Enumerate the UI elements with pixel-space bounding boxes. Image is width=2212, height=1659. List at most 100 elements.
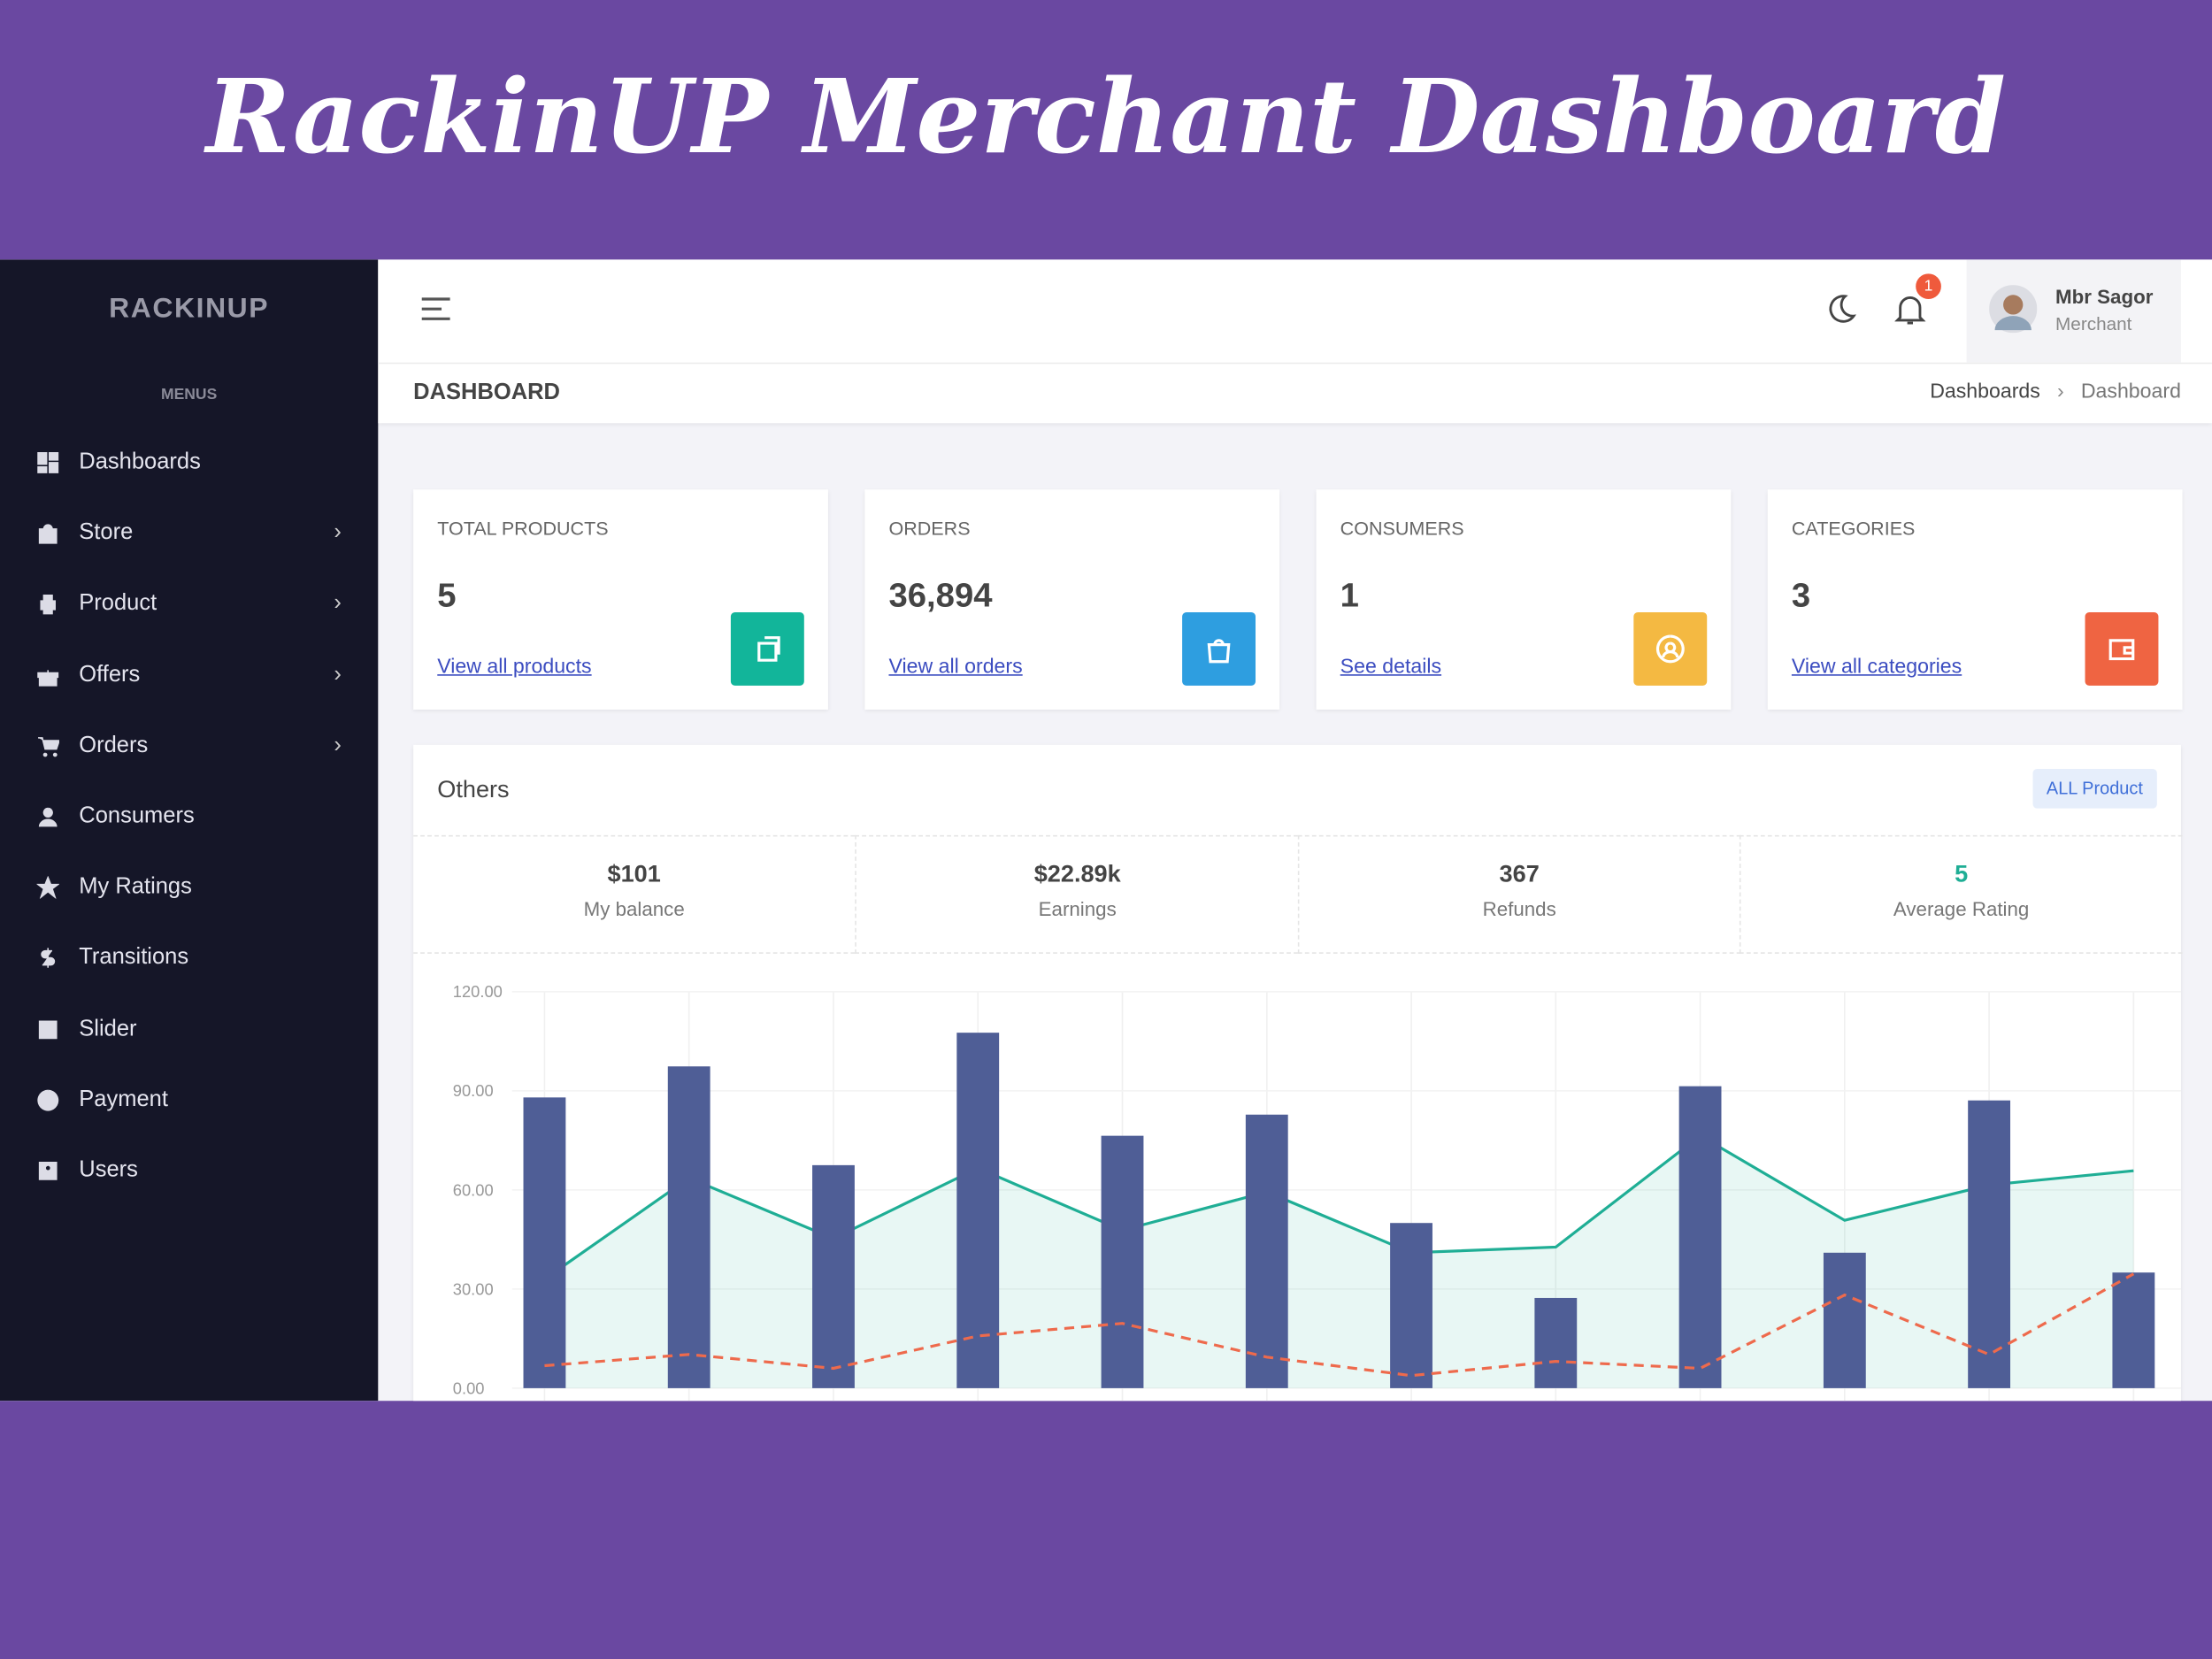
menu-item[interactable]: Payment xyxy=(36,1079,361,1121)
submenu-arrow: › xyxy=(334,520,342,545)
glyph-shape xyxy=(757,636,780,662)
menu-label: Dashboards xyxy=(79,449,201,474)
menu-label: Orders xyxy=(79,733,149,757)
bar xyxy=(1823,1252,1866,1388)
menu-icon xyxy=(36,876,59,899)
breadcrumb-separator: › xyxy=(2056,380,2064,403)
menu-icon xyxy=(37,452,59,473)
bar xyxy=(956,1033,1000,1388)
breadcrumb-item: Dashboard xyxy=(2080,380,2181,403)
stat-card: TOTAL PRODUCTS 5 View all products xyxy=(413,489,828,710)
card-icon[interactable] xyxy=(1182,611,1256,686)
submenu-arrow: › xyxy=(334,733,342,757)
stat: $101 My balance xyxy=(413,834,856,954)
area-fill xyxy=(544,1135,2134,1388)
menu-label: Transitions xyxy=(79,945,189,970)
card-glyph xyxy=(1655,634,1685,664)
app-window: RACKINUP MENUS Dashboards Store › Product › O… xyxy=(0,259,2212,1402)
icon-shape xyxy=(36,876,59,899)
card-link[interactable]: View all categories xyxy=(1791,656,1962,679)
card-glyph xyxy=(2108,639,2135,661)
panel-title: Others xyxy=(437,775,510,803)
stat-card: CONSUMERS 1 See details xyxy=(1316,489,1732,710)
stat-value: $22.89k xyxy=(1033,860,1121,887)
topbar: 1 Mbr Sagor Merchant xyxy=(378,259,2212,365)
card-label: ORDERS xyxy=(888,518,971,540)
hamburger-icon[interactable] xyxy=(420,296,451,322)
user-role: Merchant xyxy=(2055,312,2132,334)
card-icon[interactable] xyxy=(1633,611,1708,686)
card-value: 5 xyxy=(437,577,457,616)
stat-label: My balance xyxy=(583,897,685,920)
glyph-shape xyxy=(1207,639,1231,664)
card-icon[interactable] xyxy=(2085,611,2159,686)
menu-icon xyxy=(38,736,59,757)
menu-label: Slider xyxy=(79,1016,137,1041)
user-box[interactable]: Mbr Sagor Merchant xyxy=(1966,259,2181,363)
all-product-button[interactable]: ALL Product xyxy=(2032,768,2157,809)
stat-card: ORDERS 36,894 View all orders xyxy=(864,489,1280,710)
dashed-line xyxy=(544,1272,2135,1378)
menu-item[interactable]: Product › xyxy=(36,583,361,626)
menu-icon xyxy=(41,949,56,969)
page-title: DASHBOARD xyxy=(413,380,560,405)
menu-item[interactable]: Slider xyxy=(36,1008,361,1050)
stat-label: Average Rating xyxy=(1893,897,2030,920)
y-tick-label: 90.00 xyxy=(453,1081,494,1100)
menu-icon xyxy=(37,669,59,687)
menu-item[interactable]: Orders › xyxy=(36,725,361,767)
stat-label: Earnings xyxy=(1038,897,1117,920)
card-icon[interactable] xyxy=(730,611,804,686)
bell-icon[interactable] xyxy=(1894,294,1926,327)
line xyxy=(543,1133,2134,1280)
menu-item[interactable]: Users xyxy=(36,1149,361,1192)
card-link[interactable]: View all products xyxy=(437,656,592,679)
menu-item[interactable]: Dashboards xyxy=(36,442,361,484)
icon-shape xyxy=(40,595,56,615)
page-header: DASHBOARD Dashboards › Dashboard xyxy=(378,364,2212,424)
submenu-arrow: › xyxy=(334,662,342,687)
menu-icon xyxy=(38,1161,58,1180)
bar xyxy=(667,1066,710,1388)
menu-item[interactable]: My Ratings xyxy=(36,866,361,909)
submenu-arrow: › xyxy=(334,591,342,616)
bar xyxy=(812,1164,855,1388)
notification-badge: 1 xyxy=(1916,273,1941,300)
card-link[interactable]: View all orders xyxy=(888,656,1023,679)
banner-title: RackinUP Merchant Dashboard xyxy=(205,56,2007,177)
dark-mode-icon[interactable] xyxy=(1825,294,1856,325)
brand[interactable]: RACKINUP xyxy=(109,293,270,325)
icon-shape xyxy=(38,1019,58,1039)
y-tick-label: 60.00 xyxy=(453,1180,494,1199)
bar xyxy=(2112,1272,2155,1388)
menu-item[interactable]: Transitions xyxy=(36,937,361,979)
icon-shape xyxy=(38,1161,58,1180)
stat-value: 5 xyxy=(1955,860,1969,887)
bar xyxy=(1678,1086,1722,1388)
menu-label: Store xyxy=(79,520,134,545)
others-panel: Others ALL Product 0.00 30.00 60.00 90.00 12… xyxy=(413,744,2183,1402)
breadcrumb: Dashboards › Dashboard xyxy=(1930,380,2181,403)
menu-item[interactable]: Consumers xyxy=(36,795,361,838)
y-tick-label: 120.00 xyxy=(453,982,503,1001)
menu-icon xyxy=(38,807,58,827)
menu-item[interactable]: Offers › xyxy=(36,654,361,696)
menu-label: Users xyxy=(79,1158,138,1183)
menu-label: MENUS xyxy=(160,386,218,403)
card-link[interactable]: See details xyxy=(1340,656,1442,679)
bar xyxy=(1390,1223,1432,1388)
icon-shape xyxy=(38,524,58,544)
menu-icon xyxy=(38,524,58,544)
icon-shape xyxy=(37,669,59,687)
avatar xyxy=(1989,285,2038,334)
menu-item[interactable]: Store › xyxy=(36,512,361,555)
bar xyxy=(1968,1100,2011,1388)
menu-icon xyxy=(40,595,56,615)
y-tick-label: 30.00 xyxy=(453,1279,494,1298)
card-glyph xyxy=(1207,639,1231,664)
bar xyxy=(1245,1114,1288,1388)
breadcrumb-item[interactable]: Dashboards xyxy=(1930,380,2040,403)
icon-shape xyxy=(37,452,59,473)
y-tick-label: 0.00 xyxy=(453,1379,485,1397)
